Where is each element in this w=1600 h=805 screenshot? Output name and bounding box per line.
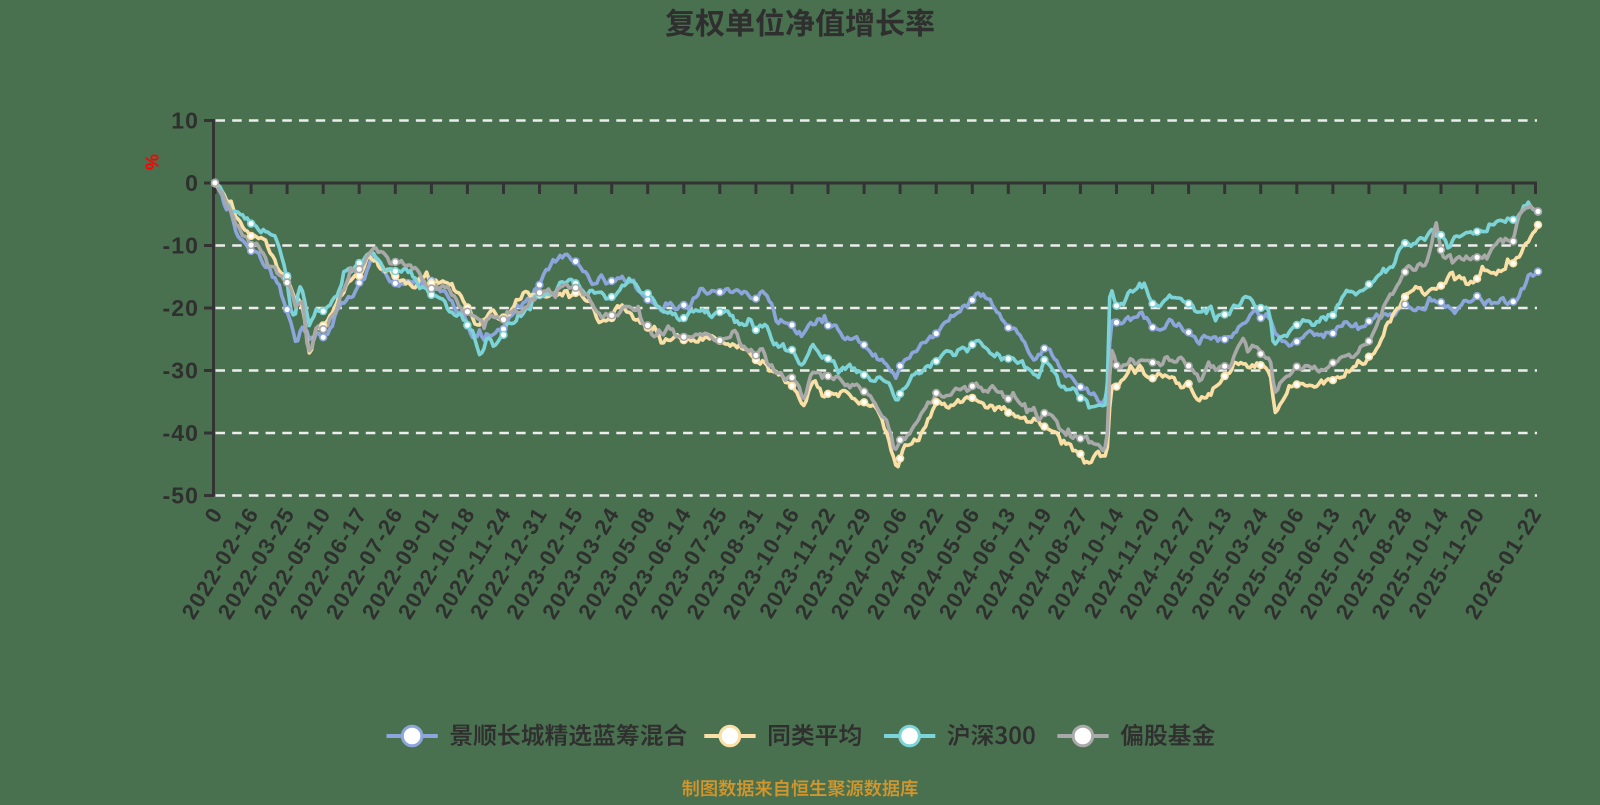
svg-text:0: 0 bbox=[185, 170, 199, 196]
svg-text:-10: -10 bbox=[162, 233, 199, 259]
svg-text:%: % bbox=[142, 154, 162, 170]
svg-text:-40: -40 bbox=[162, 420, 199, 446]
svg-text:-50: -50 bbox=[162, 483, 199, 509]
svg-text:-20: -20 bbox=[162, 295, 199, 321]
svg-text:-30: -30 bbox=[162, 358, 199, 384]
svg-text:10: 10 bbox=[171, 108, 199, 134]
